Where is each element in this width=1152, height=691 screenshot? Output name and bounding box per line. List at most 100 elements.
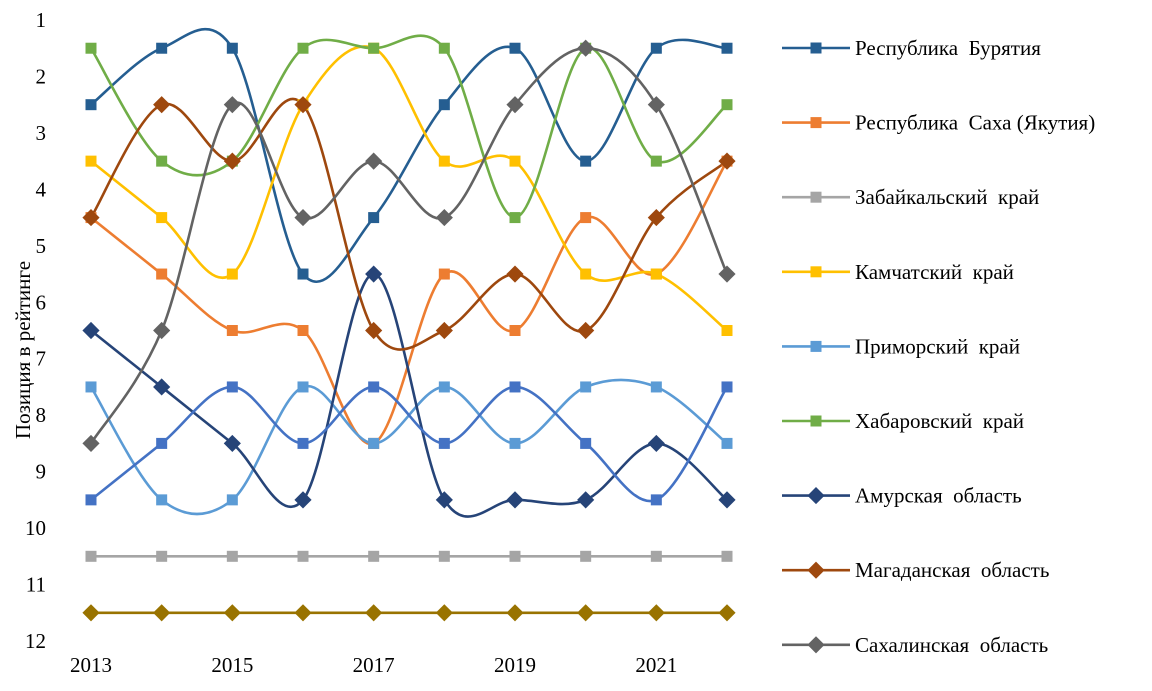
data-point: [368, 212, 380, 224]
data-point: [509, 42, 521, 54]
data-point: [577, 491, 595, 509]
legend-label: Сахалинская область: [855, 633, 1048, 657]
data-point: [650, 550, 662, 562]
data-point: [435, 209, 453, 227]
y-tick-label: 4: [36, 177, 47, 201]
data-point: [85, 99, 97, 111]
data-point: [294, 96, 312, 114]
legend-swatch-marker: [807, 636, 825, 654]
data-point: [506, 96, 524, 114]
data-point: [580, 155, 592, 167]
data-point: [297, 42, 309, 54]
legend: Республика Бурятия Республика Саха (Якути…: [782, 36, 1095, 657]
data-point: [509, 155, 521, 167]
x-tick-label: 2015: [211, 653, 253, 677]
data-point: [297, 550, 309, 562]
legend-swatch-marker: [810, 266, 822, 278]
legend-item: Камчатский край: [782, 260, 1014, 284]
data-point: [577, 604, 595, 622]
data-point: [718, 604, 736, 622]
data-point: [580, 212, 592, 224]
data-point: [156, 212, 168, 224]
data-point: [297, 437, 309, 449]
legend-label: Забайкальский край: [855, 185, 1039, 209]
data-point: [223, 604, 241, 622]
data-point: [577, 39, 595, 57]
data-point: [647, 604, 665, 622]
data-point: [223, 434, 241, 452]
data-point: [226, 381, 238, 393]
data-point: [509, 212, 521, 224]
data-point: [223, 152, 241, 170]
data-point: [226, 268, 238, 280]
data-point: [153, 604, 171, 622]
plot-lines: [89, 27, 729, 615]
legend-swatch-marker: [810, 340, 822, 352]
series-line: [89, 27, 729, 283]
data-point: [438, 42, 450, 54]
legend-item: Амурская область: [782, 484, 1022, 508]
data-point: [721, 99, 733, 111]
legend-label: Камчатский край: [855, 260, 1014, 284]
data-point: [647, 434, 665, 452]
data-point: [226, 494, 238, 506]
data-point: [718, 152, 736, 170]
legend-swatch-marker: [810, 117, 822, 129]
data-point: [509, 550, 521, 562]
data-point: [156, 494, 168, 506]
data-point: [509, 325, 521, 336]
data-point: [85, 155, 97, 167]
data-point: [365, 265, 383, 283]
data-point: [297, 325, 309, 336]
data-point: [82, 209, 100, 227]
data-point: [721, 437, 733, 449]
data-point: [509, 381, 521, 393]
data-point: [226, 325, 238, 336]
data-point: [85, 42, 97, 54]
legend-label: Амурская область: [855, 484, 1022, 508]
data-point: [580, 550, 592, 562]
data-point: [153, 96, 171, 114]
data-point: [365, 321, 383, 340]
legend-item: Хабаровский край: [782, 409, 1024, 433]
y-tick-label: 5: [36, 234, 47, 258]
data-point: [153, 378, 171, 396]
data-point: [223, 96, 241, 114]
data-point: [368, 381, 380, 393]
series-line: [89, 159, 729, 445]
data-point: [85, 381, 97, 393]
x-tick-label: 2017: [353, 653, 395, 677]
data-point: [85, 494, 97, 506]
data-point: [156, 155, 168, 167]
data-point: [153, 321, 171, 340]
legend-item: Республика Бурятия: [782, 36, 1041, 60]
data-point: [650, 268, 662, 280]
data-point: [297, 268, 309, 280]
legend-swatch-marker: [807, 487, 825, 505]
data-point: [650, 381, 662, 393]
data-point: [82, 604, 100, 622]
data-point: [435, 604, 453, 622]
series-line: [89, 378, 729, 516]
legend-swatch-marker: [810, 415, 822, 427]
y-tick-label: 10: [25, 516, 46, 540]
x-axis-ticks: 2013 2015 2017 2019 2021: [70, 653, 677, 677]
y-tick-label: 2: [36, 64, 47, 88]
y-tick-label: 7: [36, 347, 47, 371]
legend-item: Сахалинская область: [782, 633, 1048, 657]
data-point: [82, 434, 100, 452]
data-point: [577, 321, 595, 340]
data-point: [438, 268, 450, 280]
data-point: [365, 604, 383, 622]
series-line: [89, 45, 729, 332]
data-point: [718, 491, 736, 509]
data-point: [297, 381, 309, 393]
legend-item: Республика Саха (Якутия): [782, 111, 1095, 135]
y-tick-label: 6: [36, 290, 47, 314]
data-point: [156, 550, 168, 562]
series-line: [89, 34, 729, 219]
data-point: [580, 437, 592, 449]
data-point: [438, 155, 450, 167]
series-line: [89, 46, 729, 445]
